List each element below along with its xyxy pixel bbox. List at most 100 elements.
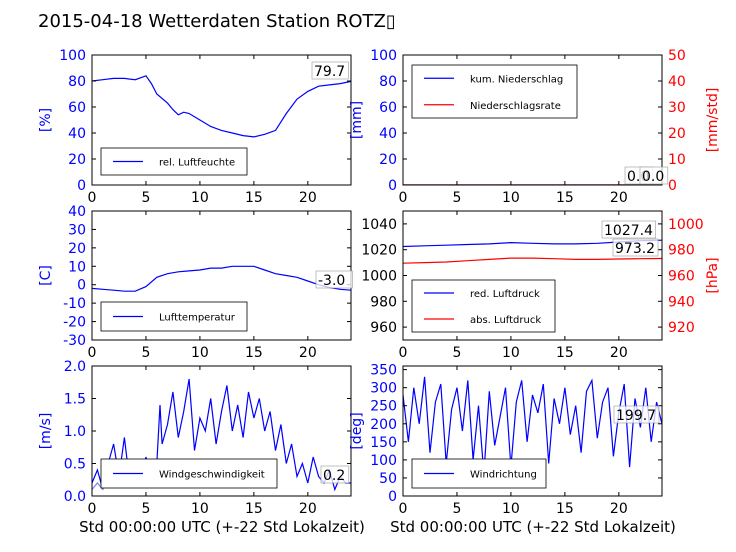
x-tick-label: 10 (191, 501, 209, 517)
y-tick-label: 20 (379, 152, 397, 168)
x-tick-label: 15 (556, 501, 574, 517)
legend-label: kum. Niederschlag (470, 74, 563, 85)
value-label-box (613, 405, 660, 424)
x-tick-label: 20 (610, 345, 628, 361)
y-tick-label: 2.0 (64, 359, 86, 375)
x-tick-label: 5 (141, 501, 150, 517)
y-tick-label: 300 (370, 381, 397, 397)
panel-temperature: 0 5 10 15 20 -30 -20 -10 0 10 20 30 40 [C] Lufttempera… (38, 204, 353, 361)
legend-label: Niederschlagsrate (470, 101, 561, 112)
y-tick-label: 1000 (361, 269, 397, 285)
last-value-label: 199.7 (616, 408, 656, 424)
y-right-tick-label: 40 (668, 74, 686, 90)
value-label-box (612, 238, 659, 257)
y-tick-label: 0.0 (64, 489, 86, 505)
y-tick-label: 10 (68, 259, 86, 275)
plot-frame-humidity (91, 54, 352, 186)
y-right-tick-label: 20 (668, 126, 686, 142)
y-tick-label: 100 (370, 453, 397, 469)
y-tick-label: 50 (379, 471, 397, 487)
series-line-humidity-0 (92, 75, 351, 138)
y-tick-label: 60 (68, 100, 86, 116)
x-tick-label: 5 (141, 190, 150, 206)
y-right-tick-label: 50 (668, 48, 686, 64)
x-tick-label: 0 (399, 501, 408, 517)
legend-box-precip (411, 64, 578, 119)
y-tick-label: 20 (68, 152, 86, 168)
y-tick-label: 1040 (361, 217, 397, 233)
y-tick-label: 960 (370, 320, 397, 336)
x-tick-label: 20 (610, 190, 628, 206)
y-tick-label: 1.0 (64, 424, 86, 440)
last-value-label: 0.0 (642, 169, 664, 185)
y-tick-label: 350 (370, 363, 397, 379)
legend-label: Windgeschwindigkeit (159, 470, 265, 481)
x-tick-label: 20 (299, 345, 317, 361)
y-tick-label: 40 (68, 126, 86, 142)
x-tick-label: 10 (191, 190, 209, 206)
value-label-box (311, 61, 349, 80)
y-tick-label: 20 (68, 241, 86, 257)
y-right-tick-label: 980 (668, 243, 695, 259)
x-tick-label: 5 (452, 345, 461, 361)
y-axis-label-humidity: [%] (38, 108, 54, 132)
panel-humidity: 0 5 10 15 20 0 20 40 60 80 100 [%] rel. Luftfeuchte 7… (38, 48, 352, 206)
x-tick-label: 5 (452, 190, 461, 206)
last-value-label: -3.0 (318, 273, 345, 289)
y-tick-label: 250 (370, 399, 397, 415)
x-tick-label: 15 (556, 190, 574, 206)
panel-pressure: 0 5 10 15 20 960 980 1000 1020 1040 920 940 960 980 10… (361, 210, 721, 361)
y-tick-label: 980 (370, 294, 397, 310)
y-tick-label: 80 (379, 74, 397, 90)
x-tick-label: 10 (191, 345, 209, 361)
last-value-label: 79.7 (314, 64, 345, 80)
last-value-label: 1027.4 (604, 223, 653, 239)
y-tick-label: 80 (68, 74, 86, 90)
x-tick-label: 0 (88, 190, 97, 206)
y-tick-label: 30 (68, 222, 86, 238)
y-right-tick-label: 10 (668, 152, 686, 168)
y-right-tick-label: 940 (668, 294, 695, 310)
plot-frame-winddir (402, 365, 663, 497)
x-tick-label: 20 (299, 190, 317, 206)
value-label-box (639, 166, 669, 185)
x-tick-label: 0 (399, 190, 408, 206)
last-value-label: 973.2 (615, 241, 655, 257)
y-right-tick-label: 30 (668, 100, 686, 116)
value-label-box (320, 465, 350, 484)
y-tick-label: 150 (370, 435, 397, 451)
y-tick-label: 0 (388, 178, 397, 194)
x-tick-label: 15 (245, 501, 263, 517)
y-tick-label: 40 (68, 204, 86, 220)
x-tick-label: 15 (245, 190, 263, 206)
legend-label: Windrichtung (470, 470, 537, 481)
y-tick-label: -30 (63, 333, 86, 349)
y-tick-label: 0 (77, 278, 86, 294)
value-label-box (315, 270, 353, 289)
y-axis-label-winddir: [deg] (349, 412, 365, 449)
figure-title: 2015-04-18 Wetterdaten Station ROTZ▯ (38, 11, 396, 32)
y-right-tick-label: 920 (668, 320, 695, 336)
y-tick-label: 1.5 (64, 392, 86, 408)
y-tick-label: 200 (370, 417, 397, 433)
y-tick-label: -20 (63, 315, 86, 331)
x-axis-label-right: Std 00:00:00 UTC (+-22 Std Lokalzeit) (390, 518, 676, 536)
y-tick-label: 0 (77, 178, 86, 194)
panel-winddir: 0 5 10 15 20050100150200250300350[deg]Windri… (349, 363, 663, 517)
y-tick-label: 0.5 (64, 457, 86, 473)
y-right-tick-label: 960 (668, 269, 695, 285)
y-right-tick-label: 1000 (668, 217, 704, 233)
series-line-temperature-0 (92, 265, 351, 292)
y-tick-label: -10 (63, 296, 86, 312)
y-tick-label: 100 (370, 48, 397, 64)
y-right-tick-label: 0 (668, 178, 677, 194)
x-tick-label: 10 (502, 190, 520, 206)
last-value-label: 0.2 (323, 468, 345, 484)
y-tick-label: 40 (379, 126, 397, 142)
x-tick-label: 5 (141, 345, 150, 361)
series-line-pressure-1 (403, 257, 662, 264)
y-tick-label: 1020 (361, 243, 397, 259)
y-right-axis-label-pressure: [hPa] (705, 257, 721, 293)
x-tick-label: 0 (88, 501, 97, 517)
